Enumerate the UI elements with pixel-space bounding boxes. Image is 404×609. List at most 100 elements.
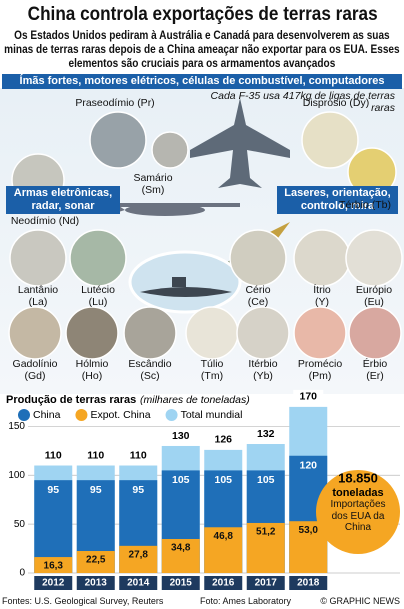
- value-label-box: [80, 448, 111, 462]
- element-sample: [185, 306, 239, 360]
- element-label: Ítrio (Y): [313, 284, 331, 308]
- value-label-box: [123, 448, 154, 462]
- annotation-text-span: Importações dos EUA da China: [330, 499, 386, 533]
- element-symbol: (Sm): [141, 184, 165, 196]
- element-label: Escândio (Sc): [128, 358, 171, 382]
- sources: Fontes: U.S. Geological Survey, Reuters: [2, 596, 164, 606]
- annotation-text: Importações dos EUA da China: [328, 499, 388, 534]
- jet: [190, 98, 290, 188]
- element-sample: [89, 111, 147, 169]
- value-label: 130: [172, 430, 190, 442]
- x-tick-box: [204, 576, 243, 590]
- element-name: Gadolínio: [12, 358, 58, 370]
- value-label: 95: [90, 484, 102, 496]
- x-tick-label: 2015: [170, 578, 193, 589]
- uses-right: Laseres, orientação, controlo, mira: [277, 186, 398, 214]
- element-sample: [345, 229, 403, 287]
- element-symbol: (Ce): [247, 296, 269, 308]
- element-sample: [123, 306, 177, 360]
- element-sample: [301, 111, 359, 169]
- value-label: 105: [214, 474, 232, 486]
- element-label: Térbio (Tb): [339, 199, 391, 211]
- element-sample: [348, 306, 402, 360]
- value-label-box: [250, 427, 281, 441]
- uses-left: Armas eletrônicas, radar, sonar: [6, 186, 120, 214]
- bar: [34, 557, 73, 573]
- element-name: Disprósio: [302, 97, 347, 109]
- value-label: 126: [214, 434, 232, 446]
- x-tick-box: [289, 576, 328, 590]
- element-label: Praseodímio (Pr): [75, 97, 154, 109]
- element-name: Promécio: [297, 358, 343, 370]
- element-label: Samário (Sm): [133, 172, 172, 196]
- element-label: Neodímio (Nd): [11, 215, 79, 227]
- legend-swatch: [75, 409, 88, 421]
- element-sample: [8, 306, 62, 360]
- value-label-box: [293, 389, 324, 403]
- element-symbol: (Pm): [308, 370, 332, 382]
- y-tick-label: 150: [8, 421, 25, 432]
- element-label: Túlio (Tm): [201, 358, 224, 382]
- element-name: Lantânio: [17, 284, 59, 296]
- value-label: 105: [257, 474, 275, 486]
- x-tick-label: 2013: [85, 578, 108, 589]
- element-symbol: (Y): [314, 296, 329, 308]
- element-symbol: (Lu): [88, 296, 108, 308]
- x-tick-label: 2014: [127, 578, 150, 589]
- photo-credit: Foto: Ames Laboratory: [200, 596, 292, 606]
- value-label: 46,8: [214, 531, 234, 542]
- value-label: 110: [45, 449, 62, 461]
- value-label: 95: [47, 484, 59, 496]
- x-tick-box: [34, 576, 73, 590]
- value-label-box: [165, 428, 196, 442]
- x-tick-box: [246, 576, 285, 590]
- value-label: 110: [87, 449, 104, 461]
- uses-band: [2, 74, 402, 89]
- legend-swatch: [165, 409, 178, 421]
- element-name: Itérbio: [248, 358, 278, 370]
- element-name: Cério: [245, 284, 271, 296]
- element-symbol: (Eu): [364, 296, 384, 308]
- value-label: 51,2: [256, 527, 276, 538]
- element-sample: [293, 306, 347, 360]
- element-sample: [236, 306, 290, 360]
- element-sample: [69, 229, 127, 287]
- chart-subtitle: (milhares de toneladas): [140, 394, 250, 406]
- element-symbol: (Nd): [58, 215, 80, 227]
- y-tick-label: 0: [19, 568, 25, 579]
- element-sample: [65, 306, 119, 360]
- element-name: Neodímio: [10, 215, 56, 227]
- element-symbol: (Gd): [24, 370, 46, 382]
- element-label: Gadolínio (Gd): [13, 358, 58, 382]
- x-tick-label: 2012: [42, 578, 65, 589]
- bar: [119, 545, 158, 573]
- element-name: Lutécio: [81, 284, 115, 296]
- element-symbol: (La): [28, 296, 48, 308]
- element-name: Európio: [355, 284, 393, 296]
- x-tick-box: [76, 576, 115, 590]
- element-name: Érbio: [362, 358, 388, 370]
- intro: Os Estados Unidos pediram à Austrália e …: [4, 29, 400, 70]
- element-name: Ítrio: [313, 284, 331, 296]
- element-name: Praseodímio: [75, 97, 135, 109]
- element-symbol: (Yb): [253, 370, 273, 382]
- element-name: Samário: [133, 172, 173, 184]
- x-tick-label: 2018: [297, 578, 320, 589]
- value-label: 132: [257, 428, 275, 440]
- legend-label: China: [33, 409, 61, 421]
- x-tick-label: 2016: [212, 578, 235, 589]
- element-name: Térbio: [339, 199, 369, 211]
- element-label: Disprósio (Dy): [303, 97, 370, 109]
- bar: [161, 538, 200, 573]
- element-label: Hólmio (Ho): [76, 358, 109, 382]
- element-name: Escândio: [128, 358, 172, 370]
- legend-swatch: [18, 409, 30, 421]
- legend-label: Expot. China: [90, 409, 150, 421]
- bar: [246, 522, 285, 573]
- element-symbol: (Tm): [200, 370, 224, 382]
- element-label: Lantânio (La): [18, 284, 58, 308]
- title: China controla exportações de terras rar…: [27, 4, 378, 25]
- f35-note: Cada F-35 usa 417kg de ligas de terras r…: [210, 90, 395, 114]
